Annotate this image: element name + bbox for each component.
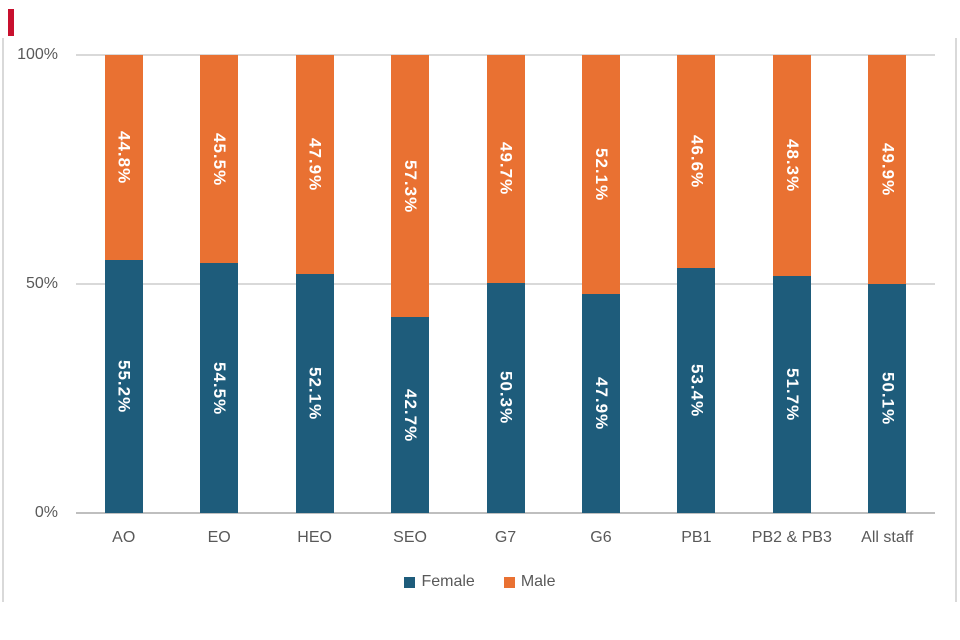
bar-value-label-female-HEO: 52.1% (305, 367, 325, 421)
female-swatch-icon (404, 576, 416, 588)
y-tick-label-100%: 100% (17, 46, 58, 63)
legend-item-female: Female (404, 573, 475, 591)
male-swatch-icon (503, 576, 515, 588)
bar-segment-female-G6: 47.9% (581, 293, 620, 513)
bar-segment-male-G6: 52.1% (581, 55, 620, 294)
x-axis-label-G6: G6 (590, 529, 612, 546)
bar-value-label-male-G7: 49.7% (496, 142, 516, 196)
bar-value-label-male-All staff: 49.9% (878, 142, 898, 196)
chart-frame-left-border (2, 38, 4, 602)
bar-value-label-female-All staff: 50.1% (878, 371, 898, 425)
legend-label-male: Male (520, 573, 556, 590)
bar-value-label-male-HEO: 47.9% (305, 138, 325, 192)
bar-segment-male-G7: 49.7% (486, 55, 525, 283)
bar-value-label-female-PB1: 53.4% (687, 364, 707, 418)
x-axis-line (76, 512, 935, 514)
y-tick-label-50%: 50% (25, 275, 58, 292)
bar-value-label-female-PB2 & PB3: 51.7% (782, 367, 802, 422)
bar-segment-male-All staff: 49.9% (868, 55, 907, 284)
x-axis-label-HEO: HEO (297, 529, 332, 546)
bar-value-label-female-EO: 54.5% (210, 361, 230, 415)
bar-segment-female-PB1: 53.4% (677, 268, 716, 513)
bar-value-label-male-EO: 45.5% (210, 132, 230, 186)
bar-value-label-male-PB1: 46.6% (687, 135, 707, 189)
bar-value-label-male-PB2 & PB3: 48.3% (782, 139, 802, 193)
bar-value-label-female-G6: 47.9% (591, 376, 611, 430)
bar-segment-female-HEO: 52.1% (295, 274, 334, 513)
legend: Female Male (0, 573, 960, 591)
bar-segment-female-All staff: 50.1% (868, 283, 907, 513)
x-axis-label-SEO: SEO (393, 529, 427, 546)
bar-value-label-male-SEO: 57.3% (401, 159, 421, 213)
bar-segment-male-SEO: 57.3% (391, 55, 430, 318)
bar-value-label-female-SEO: 42.7% (401, 388, 421, 442)
bar-value-label-male-AO: 44.8% (114, 130, 134, 185)
x-axis-label-All staff: All staff (861, 529, 914, 546)
red-accent-mark (8, 9, 14, 36)
x-axis-label-PB1: PB1 (681, 529, 712, 546)
bar-segment-male-PB1: 46.6% (677, 55, 716, 269)
bar-segment-female-EO: 54.5% (200, 263, 239, 513)
x-axis-label-EO: EO (207, 529, 231, 546)
bar-segment-female-G7: 50.3% (486, 282, 525, 513)
y-tick-label-0%: 0% (34, 504, 58, 521)
chart-frame-right-border (955, 38, 957, 602)
x-axis-label-PB2 & PB3: PB2 & PB3 (751, 529, 832, 546)
x-axis-label-G7: G7 (494, 529, 517, 546)
bar-segment-female-PB2 & PB3: 51.7% (772, 276, 811, 513)
x-axis-label-AO: AO (112, 529, 136, 546)
bar-segment-male-HEO: 47.9% (295, 55, 334, 275)
bar-segment-male-PB2 & PB3: 48.3% (772, 55, 811, 277)
bar-value-label-male-G6: 52.1% (591, 147, 611, 201)
bar-value-label-female-G7: 50.3% (496, 371, 516, 425)
bar-value-label-female-AO: 55.2% (114, 359, 134, 414)
bar-segment-female-SEO: 42.7% (391, 317, 430, 513)
bar-segment-male-AO: 44.8% (104, 55, 143, 261)
bar-segment-female-AO: 55.2% (104, 260, 143, 513)
bar-segment-male-EO: 45.5% (200, 55, 239, 264)
legend-item-male: Male (503, 573, 556, 591)
legend-label-female: Female (421, 573, 475, 590)
